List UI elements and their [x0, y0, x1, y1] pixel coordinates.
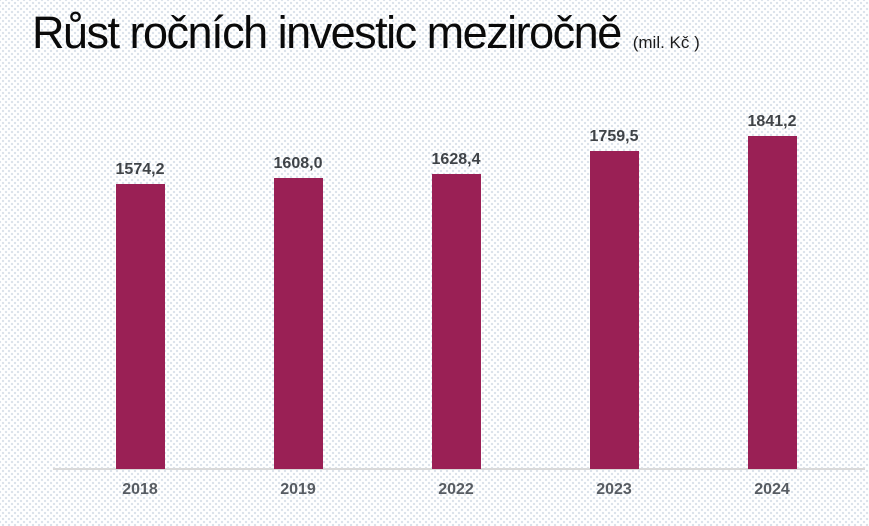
x-axis-tick-label: 2023 [596, 481, 632, 498]
x-axis-tick-label: 2022 [438, 481, 474, 498]
chart-header: Růst ročních investic meziročně (mil. Kč … [32, 4, 700, 62]
x-axis-tick-label: 2024 [754, 481, 790, 498]
bar-value-label: 1841,2 [747, 113, 797, 130]
bar-column-2022: 1628,4 2022 [377, 100, 535, 498]
bar [589, 151, 639, 469]
x-axis-tick-label: 2018 [122, 481, 158, 498]
bar-columns: 1574,2 2018 1608,0 2019 1628,4 2022 1759… [61, 100, 851, 498]
bar [273, 178, 323, 469]
bar-column-2019: 1608,0 2019 [219, 100, 377, 498]
bar-chart: 1574,2 2018 1608,0 2019 1628,4 2022 1759… [53, 100, 865, 498]
bar-column-2018: 1574,2 2018 [61, 100, 219, 498]
x-axis-line [53, 468, 865, 470]
bar-column-2023: 1759,5 2023 [535, 100, 693, 498]
bar [115, 184, 165, 469]
bar-value-label: 1628,4 [431, 151, 481, 168]
bar [431, 174, 481, 469]
x-axis-tick-label: 2019 [280, 481, 316, 498]
bar-value-label: 1574,2 [115, 161, 165, 178]
chart-title: Růst ročních investic meziročně [32, 7, 622, 58]
bar-value-label: 1608,0 [273, 155, 323, 172]
bar-value-label: 1759,5 [589, 128, 639, 145]
bar-column-2024: 1841,2 2024 [693, 100, 851, 498]
chart-title-unit: (mil. Kč ) [632, 33, 700, 52]
bar [747, 136, 797, 469]
